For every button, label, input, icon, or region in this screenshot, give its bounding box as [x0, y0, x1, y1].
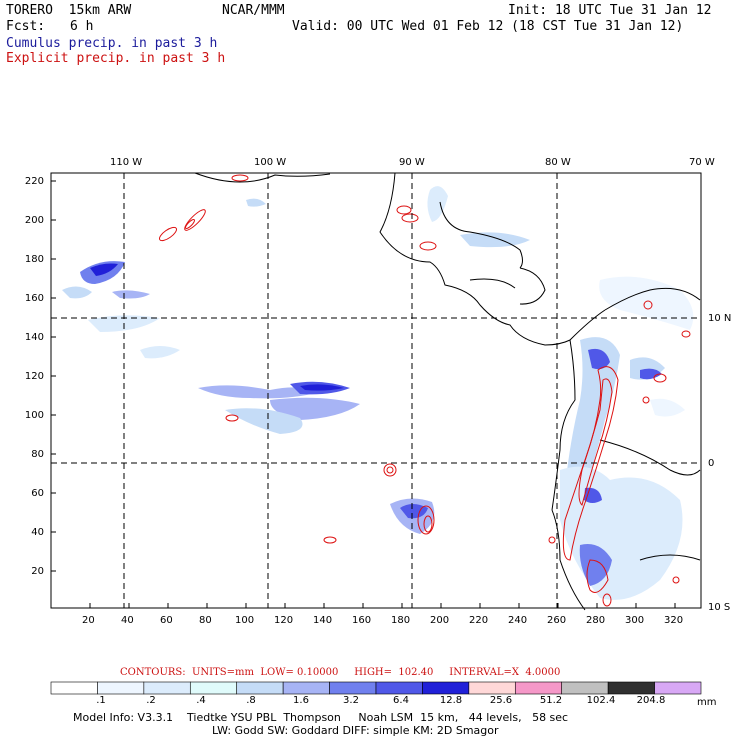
colorbar-label: .4 — [196, 695, 206, 706]
x-tick: 80 — [199, 615, 212, 626]
x-tick: 60 — [160, 615, 173, 626]
colorbar-swatch — [561, 681, 609, 695]
lon-label-70w: 70 W — [689, 157, 715, 168]
colorbar-swatch — [375, 681, 423, 695]
x-tick: 220 — [469, 615, 489, 626]
x-tick: 160 — [352, 615, 372, 626]
latlon-grid — [51, 173, 701, 608]
colorbar-label: 6.4 — [393, 695, 409, 706]
model-info-line2: LW: Godd SW: Goddard DIFF: simple KM: 2D… — [212, 724, 499, 737]
y-tick: 160 — [24, 293, 44, 304]
x-tick: 260 — [547, 615, 567, 626]
lon-label-90w: 90 W — [399, 157, 425, 168]
coastline — [194, 172, 701, 611]
lon-label-80w: 80 W — [545, 157, 571, 168]
model-info-line1: Model Info: V3.3.1 Tiedtke YSU PBL Thomp… — [73, 711, 569, 724]
colorbar-unit: mm — [697, 697, 717, 708]
y-tick: 80 — [31, 449, 44, 460]
y-tick: 60 — [31, 488, 44, 499]
colorbar-swatch — [282, 681, 330, 695]
y-tick: 20 — [31, 566, 44, 577]
init-time: Init: 18 UTC Tue 31 Jan 12 — [508, 3, 712, 18]
colorbar-swatch — [189, 681, 238, 695]
x-tick: 20 — [82, 615, 95, 626]
lat-label-0: 0 — [708, 458, 715, 469]
y-tick: 220 — [24, 176, 44, 187]
lon-label-100w: 100 W — [254, 157, 287, 168]
axis-ticks — [51, 180, 676, 608]
model-name: TORERO 15km ARW — [6, 3, 132, 18]
colorbar-label: 204.8 — [636, 695, 666, 706]
fcst-label: Fcst: — [6, 19, 46, 34]
contour-legend-note: CONTOURS: UNITS=mm LOW= 0.10000 HIGH= 10… — [120, 667, 561, 678]
colorbar-label: 3.2 — [343, 695, 359, 706]
y-tick: 40 — [31, 527, 44, 538]
y-tick: 200 — [24, 215, 44, 226]
x-tick: 120 — [274, 615, 294, 626]
colorbar-label: 51.2 — [539, 695, 563, 706]
colorbar-label: .1 — [96, 695, 106, 706]
colorbar-swatch — [607, 681, 655, 695]
colorbar-swatch — [329, 681, 377, 695]
colorbar-label: 12.8 — [439, 695, 463, 706]
explicit-precip-contour — [158, 174, 691, 607]
y-tick: 120 — [24, 371, 44, 382]
valid-time: Valid: 00 UTC Wed 01 Feb 12 (18 CST Tue … — [292, 19, 684, 34]
x-tick: 140 — [313, 615, 333, 626]
colorbar-label: 25.6 — [489, 695, 513, 706]
x-tick: 40 — [121, 615, 134, 626]
cumulus-precip-fill — [62, 186, 694, 600]
colorbar-swatch — [97, 681, 145, 695]
y-tick: 180 — [24, 254, 44, 265]
colorbar-swatch — [654, 681, 702, 695]
colorbar-swatch — [514, 681, 563, 695]
lat-label-10n: 10 N — [708, 313, 732, 324]
colorbar-swatch — [50, 681, 98, 695]
x-tick: 180 — [391, 615, 411, 626]
organization: NCAR/MMM — [222, 3, 285, 18]
x-tick: 100 — [235, 615, 255, 626]
y-tick: 100 — [24, 410, 44, 421]
colorbar-swatch — [468, 681, 516, 695]
lon-label-110w: 110 W — [110, 157, 143, 168]
colorbar-label: .2 — [146, 695, 156, 706]
cumulus-precip-label: Cumulus precip. in past 3 h — [6, 36, 218, 51]
colorbar-label: .8 — [246, 695, 256, 706]
x-tick: 280 — [586, 615, 606, 626]
colorbar-label: 1.6 — [293, 695, 309, 706]
x-tick: 240 — [508, 615, 528, 626]
y-tick: 140 — [24, 332, 44, 343]
colorbar-swatch — [422, 681, 470, 695]
lat-label-10s: 10 S — [708, 602, 731, 613]
x-tick: 200 — [430, 615, 450, 626]
map-frame — [50, 172, 702, 609]
explicit-precip-label: Explicit precip. in past 3 h — [6, 51, 226, 66]
x-tick: 320 — [664, 615, 684, 626]
colorbar-label: 102.4 — [586, 695, 616, 706]
x-tick: 300 — [625, 615, 645, 626]
colorbar — [50, 681, 702, 695]
colorbar-swatch — [236, 681, 284, 695]
colorbar-swatch — [143, 681, 191, 695]
fcst-value: 6 h — [70, 19, 94, 34]
